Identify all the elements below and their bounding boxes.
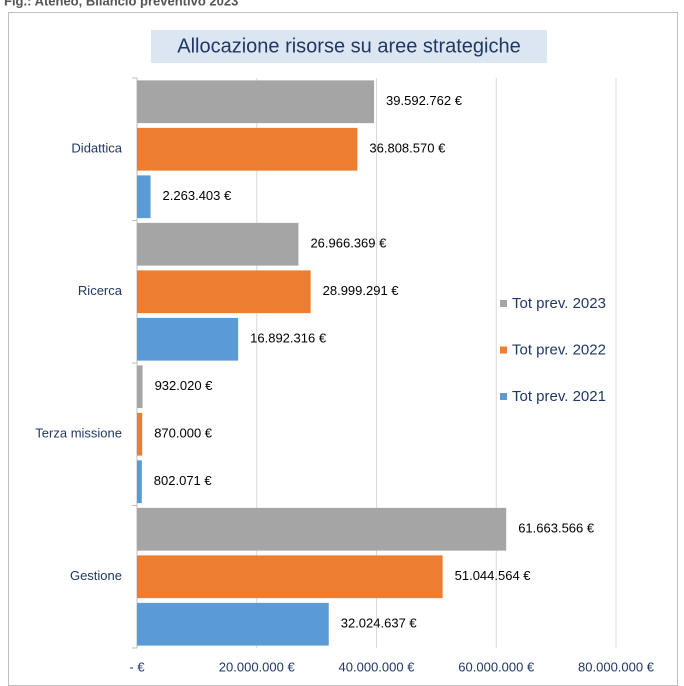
x-tick-label: 40.000.000 € xyxy=(339,659,416,674)
legend-label: Tot prev. 2022 xyxy=(512,341,606,358)
chart-title: Allocazione risorse su aree strategiche xyxy=(177,35,521,57)
data-label: 16.892.316 € xyxy=(250,331,327,346)
bar xyxy=(137,507,507,551)
bar xyxy=(137,602,329,646)
legend-swatch xyxy=(500,393,507,400)
bar xyxy=(137,127,358,171)
data-label: 61.663.566 € xyxy=(518,521,595,536)
x-tick-label: 20.000.000 € xyxy=(219,659,296,674)
data-label: 2.263.403 € xyxy=(163,188,232,203)
y-tick-label: Didattica xyxy=(71,141,122,156)
bar xyxy=(137,412,143,456)
y-tick-label: Gestione xyxy=(70,568,122,583)
bar xyxy=(137,460,142,504)
data-label: 36.808.570 € xyxy=(369,141,446,156)
y-tick-label: Terza missione xyxy=(35,426,122,441)
data-label: 26.966.369 € xyxy=(310,236,387,251)
bar xyxy=(137,365,143,409)
title-box xyxy=(151,30,547,63)
legend-label: Tot prev. 2021 xyxy=(512,388,606,405)
data-label: 28.999.291 € xyxy=(323,283,400,298)
bar xyxy=(137,270,311,314)
x-tick-label: - € xyxy=(129,659,145,674)
bar xyxy=(137,317,239,361)
bar xyxy=(137,175,151,219)
bar xyxy=(137,555,443,599)
bar xyxy=(137,80,375,124)
data-label: 32.024.637 € xyxy=(341,616,418,631)
x-tick-label: 60.000.000 € xyxy=(458,659,535,674)
legend-swatch xyxy=(500,300,507,307)
y-tick-label: Ricerca xyxy=(78,283,123,298)
data-label: 870.000 € xyxy=(154,426,213,441)
data-label: 802.071 € xyxy=(154,473,213,488)
data-label: 51.044.564 € xyxy=(455,568,532,583)
legend-swatch xyxy=(500,346,507,354)
x-tick-label: 80.000.000 € xyxy=(578,659,655,674)
legend-label: Tot prev. 2023 xyxy=(512,295,606,312)
caption: Fig.: Ateneo, Bilancio preventivo 2023 xyxy=(4,0,238,8)
data-label: 39.592.762 € xyxy=(386,93,463,108)
bar xyxy=(137,222,299,266)
data-label: 932.020 € xyxy=(155,378,214,393)
